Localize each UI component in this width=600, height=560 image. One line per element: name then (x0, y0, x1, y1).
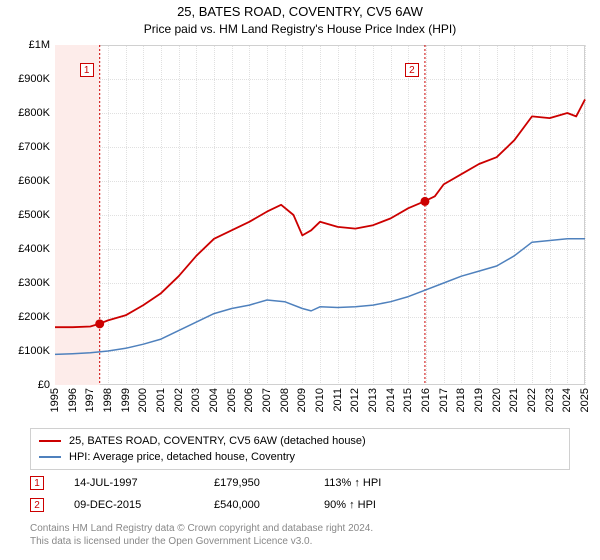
x-axis-tick-label: 2002 (173, 388, 185, 412)
x-axis-tick-label: 1998 (102, 388, 114, 412)
footer-line-2: This data is licensed under the Open Gov… (30, 535, 570, 548)
x-axis-tick-label: 2011 (332, 388, 344, 412)
x-axis-tick-label: 2004 (208, 388, 220, 412)
x-axis-tick-label: 2025 (579, 388, 591, 412)
event-table-pct: 113% ↑ HPI (324, 477, 434, 489)
x-axis-tick-label: 2012 (349, 388, 361, 412)
x-axis-tick-label: 2018 (455, 388, 467, 412)
legend-item: HPI: Average price, detached house, Cove… (39, 449, 561, 465)
events-table: 1 14-JUL-1997£179,950113% ↑ HPI 2 09-DEC-20… (30, 472, 570, 516)
event-table-row: 2 09-DEC-2015£540,00090% ↑ HPI (30, 494, 570, 516)
event-table-row: 1 14-JUL-1997£179,950113% ↑ HPI (30, 472, 570, 494)
event-point-marker (420, 197, 429, 206)
y-axis-tick-label: £100K (5, 345, 50, 357)
x-axis-tick-label: 1995 (49, 388, 61, 412)
legend-box: 25, BATES ROAD, COVENTRY, CV5 6AW (detac… (30, 428, 570, 470)
x-axis-tick-label: 2001 (155, 388, 167, 412)
x-axis-tick-label: 2023 (544, 388, 556, 412)
footer-line-1: Contains HM Land Registry data © Crown c… (30, 522, 570, 535)
x-axis-tick-label: 2009 (296, 388, 308, 412)
pre-purchase-shaded-region (55, 45, 100, 385)
chart-title: 25, BATES ROAD, COVENTRY, CV5 6AW (0, 4, 600, 19)
x-axis-tick-label: 1999 (120, 388, 132, 412)
y-axis-tick-label: £1M (5, 39, 50, 51)
y-axis-tick-label: £900K (5, 73, 50, 85)
y-axis-tick-label: £0 (5, 379, 50, 391)
legend-label: 25, BATES ROAD, COVENTRY, CV5 6AW (detac… (69, 435, 366, 447)
series-line (55, 239, 585, 355)
event-table-number: 1 (30, 476, 44, 490)
x-axis-tick-label: 2022 (526, 388, 538, 412)
x-axis-tick-label: 2014 (385, 388, 397, 412)
event-table-date: 09-DEC-2015 (74, 499, 214, 511)
event-table-number: 2 (30, 498, 44, 512)
series-line (55, 99, 585, 327)
event-table-price: £179,950 (214, 477, 324, 489)
y-axis-tick-label: £800K (5, 107, 50, 119)
x-axis-tick-label: 2017 (438, 388, 450, 412)
y-axis-tick-label: £600K (5, 175, 50, 187)
chart-subtitle: Price paid vs. HM Land Registry's House … (0, 22, 600, 36)
y-axis-tick-label: £200K (5, 311, 50, 323)
legend-swatch (39, 440, 61, 442)
x-axis-tick-label: 2010 (314, 388, 326, 412)
legend-label: HPI: Average price, detached house, Cove… (69, 451, 295, 463)
footer-attribution: Contains HM Land Registry data © Crown c… (30, 522, 570, 548)
x-axis-tick-label: 2006 (243, 388, 255, 412)
x-axis-tick-label: 2007 (261, 388, 273, 412)
x-axis-tick-label: 1996 (67, 388, 79, 412)
x-axis-tick-label: 2008 (279, 388, 291, 412)
x-axis-tick-label: 1997 (84, 388, 96, 412)
x-axis-tick-label: 2024 (561, 388, 573, 412)
event-table-price: £540,000 (214, 499, 324, 511)
y-axis-tick-label: £400K (5, 243, 50, 255)
event-table-date: 14-JUL-1997 (74, 477, 214, 489)
legend-swatch (39, 456, 61, 458)
x-axis-tick-label: 2016 (420, 388, 432, 412)
x-axis-tick-label: 2003 (190, 388, 202, 412)
x-axis-tick-label: 2005 (226, 388, 238, 412)
x-axis-tick-label: 2000 (137, 388, 149, 412)
event-point-marker (95, 319, 104, 328)
x-axis-tick-label: 2021 (508, 388, 520, 412)
y-axis-tick-label: £500K (5, 209, 50, 221)
x-axis-tick-label: 2019 (473, 388, 485, 412)
y-axis-tick-label: £700K (5, 141, 50, 153)
x-axis-tick-label: 2013 (367, 388, 379, 412)
x-axis-tick-label: 2020 (491, 388, 503, 412)
legend-item: 25, BATES ROAD, COVENTRY, CV5 6AW (detac… (39, 433, 561, 449)
event-number-box: 2 (405, 63, 419, 77)
gridline-vertical (585, 45, 586, 385)
event-number-box: 1 (80, 63, 94, 77)
y-axis-tick-label: £300K (5, 277, 50, 289)
chart-svg (55, 45, 585, 385)
x-axis-tick-label: 2015 (402, 388, 414, 412)
event-table-pct: 90% ↑ HPI (324, 499, 434, 511)
